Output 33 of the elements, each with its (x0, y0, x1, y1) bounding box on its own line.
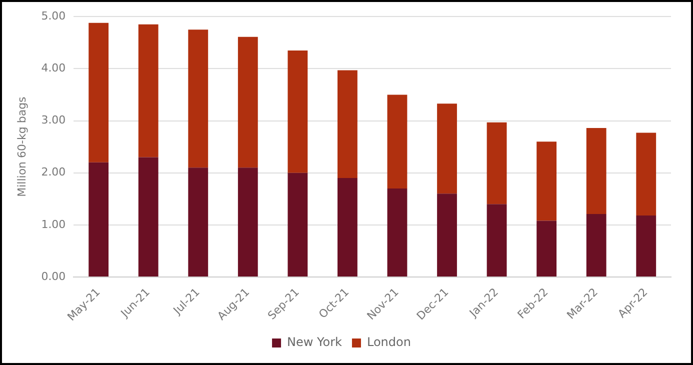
bar (536, 142, 557, 221)
bar (486, 204, 507, 277)
bar (288, 50, 308, 173)
legend-label: London (366, 335, 411, 350)
bar (88, 22, 109, 162)
bar (586, 214, 606, 277)
bar (536, 220, 557, 277)
y-tick-label: 4.00 (41, 62, 66, 75)
bar (238, 36, 258, 168)
bar (387, 94, 408, 188)
bar (138, 24, 158, 158)
bar (188, 30, 208, 168)
legend-label: New York (287, 335, 342, 350)
bar (387, 188, 408, 277)
bar (636, 216, 656, 277)
bar (88, 162, 109, 277)
bar (586, 128, 606, 214)
y-axis-title: Million 60-kg bags (15, 96, 28, 197)
y-tick-label: 2.00 (41, 166, 66, 179)
bar (437, 104, 457, 194)
bar (288, 172, 308, 277)
bar (437, 194, 457, 277)
bar (338, 70, 358, 178)
y-tick-label: 5.00 (41, 9, 66, 22)
bar (238, 168, 258, 277)
bar (636, 132, 656, 216)
bar (138, 157, 158, 277)
bar (338, 178, 358, 277)
y-tick-label: 1.00 (41, 218, 66, 231)
bar (486, 122, 507, 204)
y-tick-label: 0.00 (41, 270, 66, 283)
bar (188, 168, 208, 277)
y-tick-label: 3.00 (41, 114, 66, 127)
